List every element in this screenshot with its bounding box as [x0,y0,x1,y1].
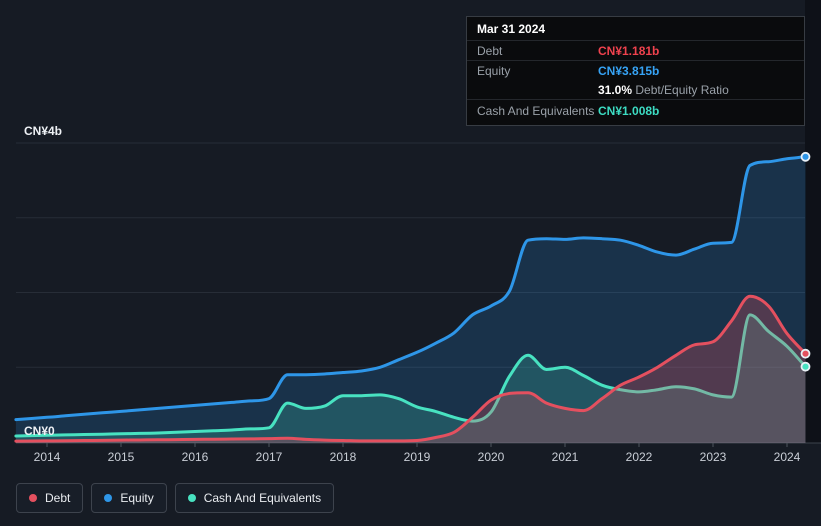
tooltip-equity-label: Equity [477,64,511,78]
tooltip-equity-value: CN¥3.815b [598,64,660,78]
tooltip-debt-label: Debt [477,44,503,58]
x-tick-label-2019: 2019 [403,450,431,464]
gridlines [16,142,805,368]
tooltip-row-ratio: 31.0% Debt/Equity Ratio [467,80,804,99]
tooltip-row-equity: Equity CN¥3.815b [467,60,804,80]
endpoint-marker-cash-and-equivalents[interactable] [800,361,811,372]
endpoint-marker-debt[interactable] [800,348,811,359]
tooltip-date: Mar 31 2024 [467,17,804,41]
x-tick-label-2014: 2014 [33,450,61,464]
equity-dot-icon [104,494,113,502]
future-band [805,0,821,443]
tooltip-cash-value: CN¥1.008b [598,104,660,118]
y-axis-label-zero: CN¥0 [24,424,55,438]
x-tick-label-2021: 2021 [551,450,579,464]
y-axis-label-max: CN¥4b [24,124,63,138]
x-tick-label-2023: 2023 [699,450,727,464]
debt-dot-icon [29,494,37,502]
debt-area [15,296,806,443]
x-tick-label-2024: 2024 [773,450,801,464]
debt-equity-history-chart[interactable] [0,0,821,470]
tooltip-debt-value: CN¥1.181b [598,44,660,58]
chart-legend: Debt Equity Cash And Equivalents [16,483,335,513]
legend-chip-equity[interactable]: Equity [91,483,167,513]
equity-area [15,156,806,444]
tooltip-ratio-label: Debt/Equity Ratio [632,83,729,97]
cash-and-equivalents-area [15,314,806,443]
x-axis-ticks [46,443,788,447]
tooltip-row-debt: Debt CN¥1.181b [467,41,804,60]
cash-dot-icon [187,494,196,502]
x-tick-label-2022: 2022 [625,450,653,464]
legend-equity-label: Equity [120,491,154,505]
x-tick-label-2016: 2016 [181,450,209,464]
debt-line [14,294,807,443]
chart-tooltip: Mar 31 2024 Debt CN¥1.181b Equity CN¥3.8… [466,16,805,126]
series-layer [14,151,811,444]
cash-and-equivalents-line [14,313,807,438]
tooltip-ratio: 31.0% Debt/Equity Ratio [598,83,729,97]
equity-line [14,155,807,422]
x-tick-label-2015: 2015 [107,450,135,464]
legend-cash-label: Cash And Equivalents [203,491,322,505]
tooltip-ratio-value: 31.0% [598,83,633,97]
legend-chip-cash[interactable]: Cash And Equivalents [174,483,335,513]
x-tick-label-2017: 2017 [255,450,283,464]
legend-debt-label: Debt [45,491,71,505]
x-tick-label-2018: 2018 [329,450,357,464]
x-tick-label-2020: 2020 [477,450,505,464]
tooltip-row-cash: Cash And Equivalents CN¥1.008b [467,99,804,125]
tooltip-cash-label: Cash And Equivalents [477,104,595,118]
legend-chip-debt[interactable]: Debt [16,483,84,513]
endpoint-marker-equity[interactable] [800,151,811,162]
